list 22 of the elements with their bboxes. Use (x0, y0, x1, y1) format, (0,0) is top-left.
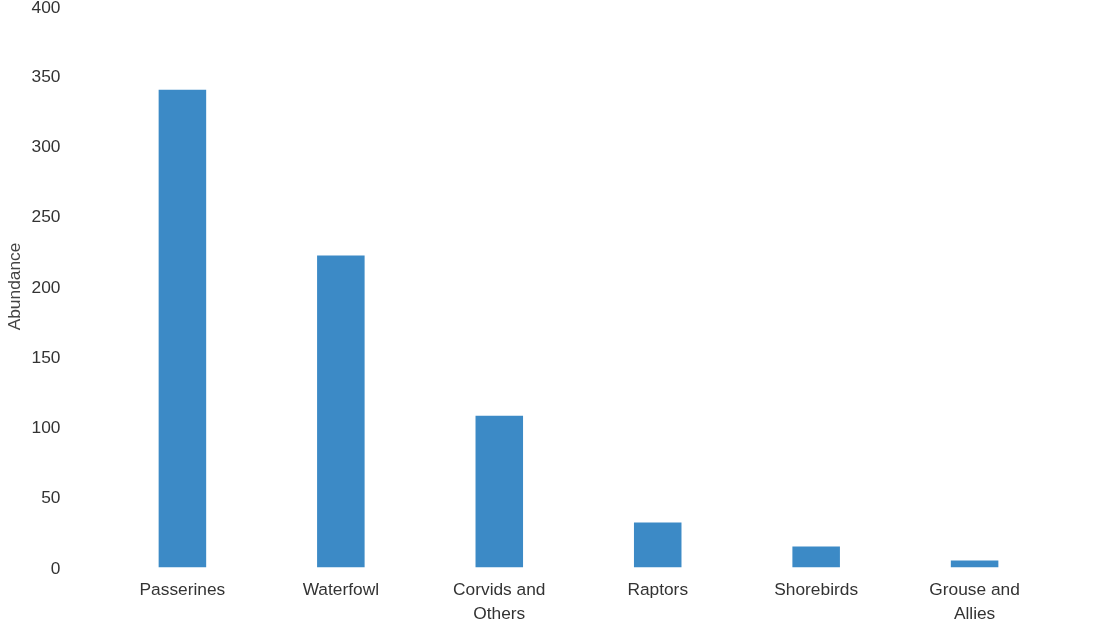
x-tick-label: Corvids and Others (453, 578, 546, 623)
bar (950, 560, 999, 568)
y-tick-label: 300 (31, 136, 61, 156)
y-tick-label: 400 (31, 0, 61, 17)
bar (317, 255, 365, 568)
x-tick-label: Passerines (139, 578, 226, 599)
y-tick-label: 150 (31, 346, 61, 367)
bar (792, 546, 840, 568)
y-tick-label: 50 (41, 487, 61, 508)
y-tick-label: 350 (31, 65, 61, 86)
y-tick-label: 100 (31, 417, 61, 437)
y-tick-label: 250 (31, 206, 61, 227)
bar (158, 89, 207, 568)
bar (475, 415, 524, 568)
x-tick-label: Waterfowl (302, 578, 380, 599)
x-tick-label: Grouse and Allies (929, 578, 1020, 623)
bar (633, 522, 682, 568)
y-tick-label: 0 (50, 557, 61, 578)
y-axis-title: Abundance (3, 242, 24, 331)
y-tick-label: 200 (31, 276, 61, 297)
x-tick-label: Shorebirds (774, 578, 859, 599)
x-tick-label: Raptors (627, 578, 689, 599)
